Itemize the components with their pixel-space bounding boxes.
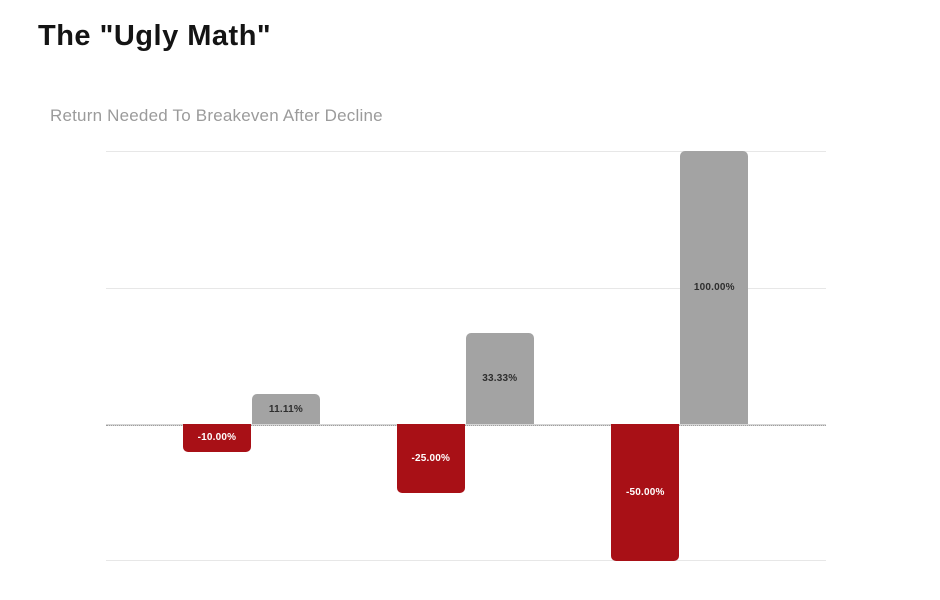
- decline-bar-value-label: -10.00%: [197, 432, 237, 444]
- return-needed-bar: 100.00%: [680, 151, 749, 425]
- page-title: The "Ugly Math": [38, 20, 272, 52]
- return-needed-bar-value-label: 100.00%: [693, 282, 735, 294]
- gridline: [106, 151, 826, 152]
- decline-bar: -25.00%: [396, 424, 465, 493]
- gridline: [106, 560, 826, 561]
- return-needed-bar: 33.33%: [465, 333, 534, 425]
- return-needed-bar-value-label: 33.33%: [482, 373, 518, 385]
- decline-bar: -10.00%: [182, 424, 251, 452]
- return-needed-bar: 11.11%: [251, 393, 320, 425]
- decline-bar: -50.00%: [611, 424, 680, 561]
- return-needed-bar-value-label: 11.11%: [268, 403, 303, 415]
- decline-bar-value-label: -50.00%: [626, 487, 665, 499]
- chart-title: Return Needed To Breakeven After Decline: [50, 106, 383, 125]
- plot-area: -10.00% 11.11% -25.00% 33.33% -50.00% 100.00%: [106, 151, 826, 561]
- gridline: [106, 287, 826, 289]
- zero-axis-line: [106, 424, 826, 427]
- decline-bar-value-label: -25.00%: [411, 452, 451, 464]
